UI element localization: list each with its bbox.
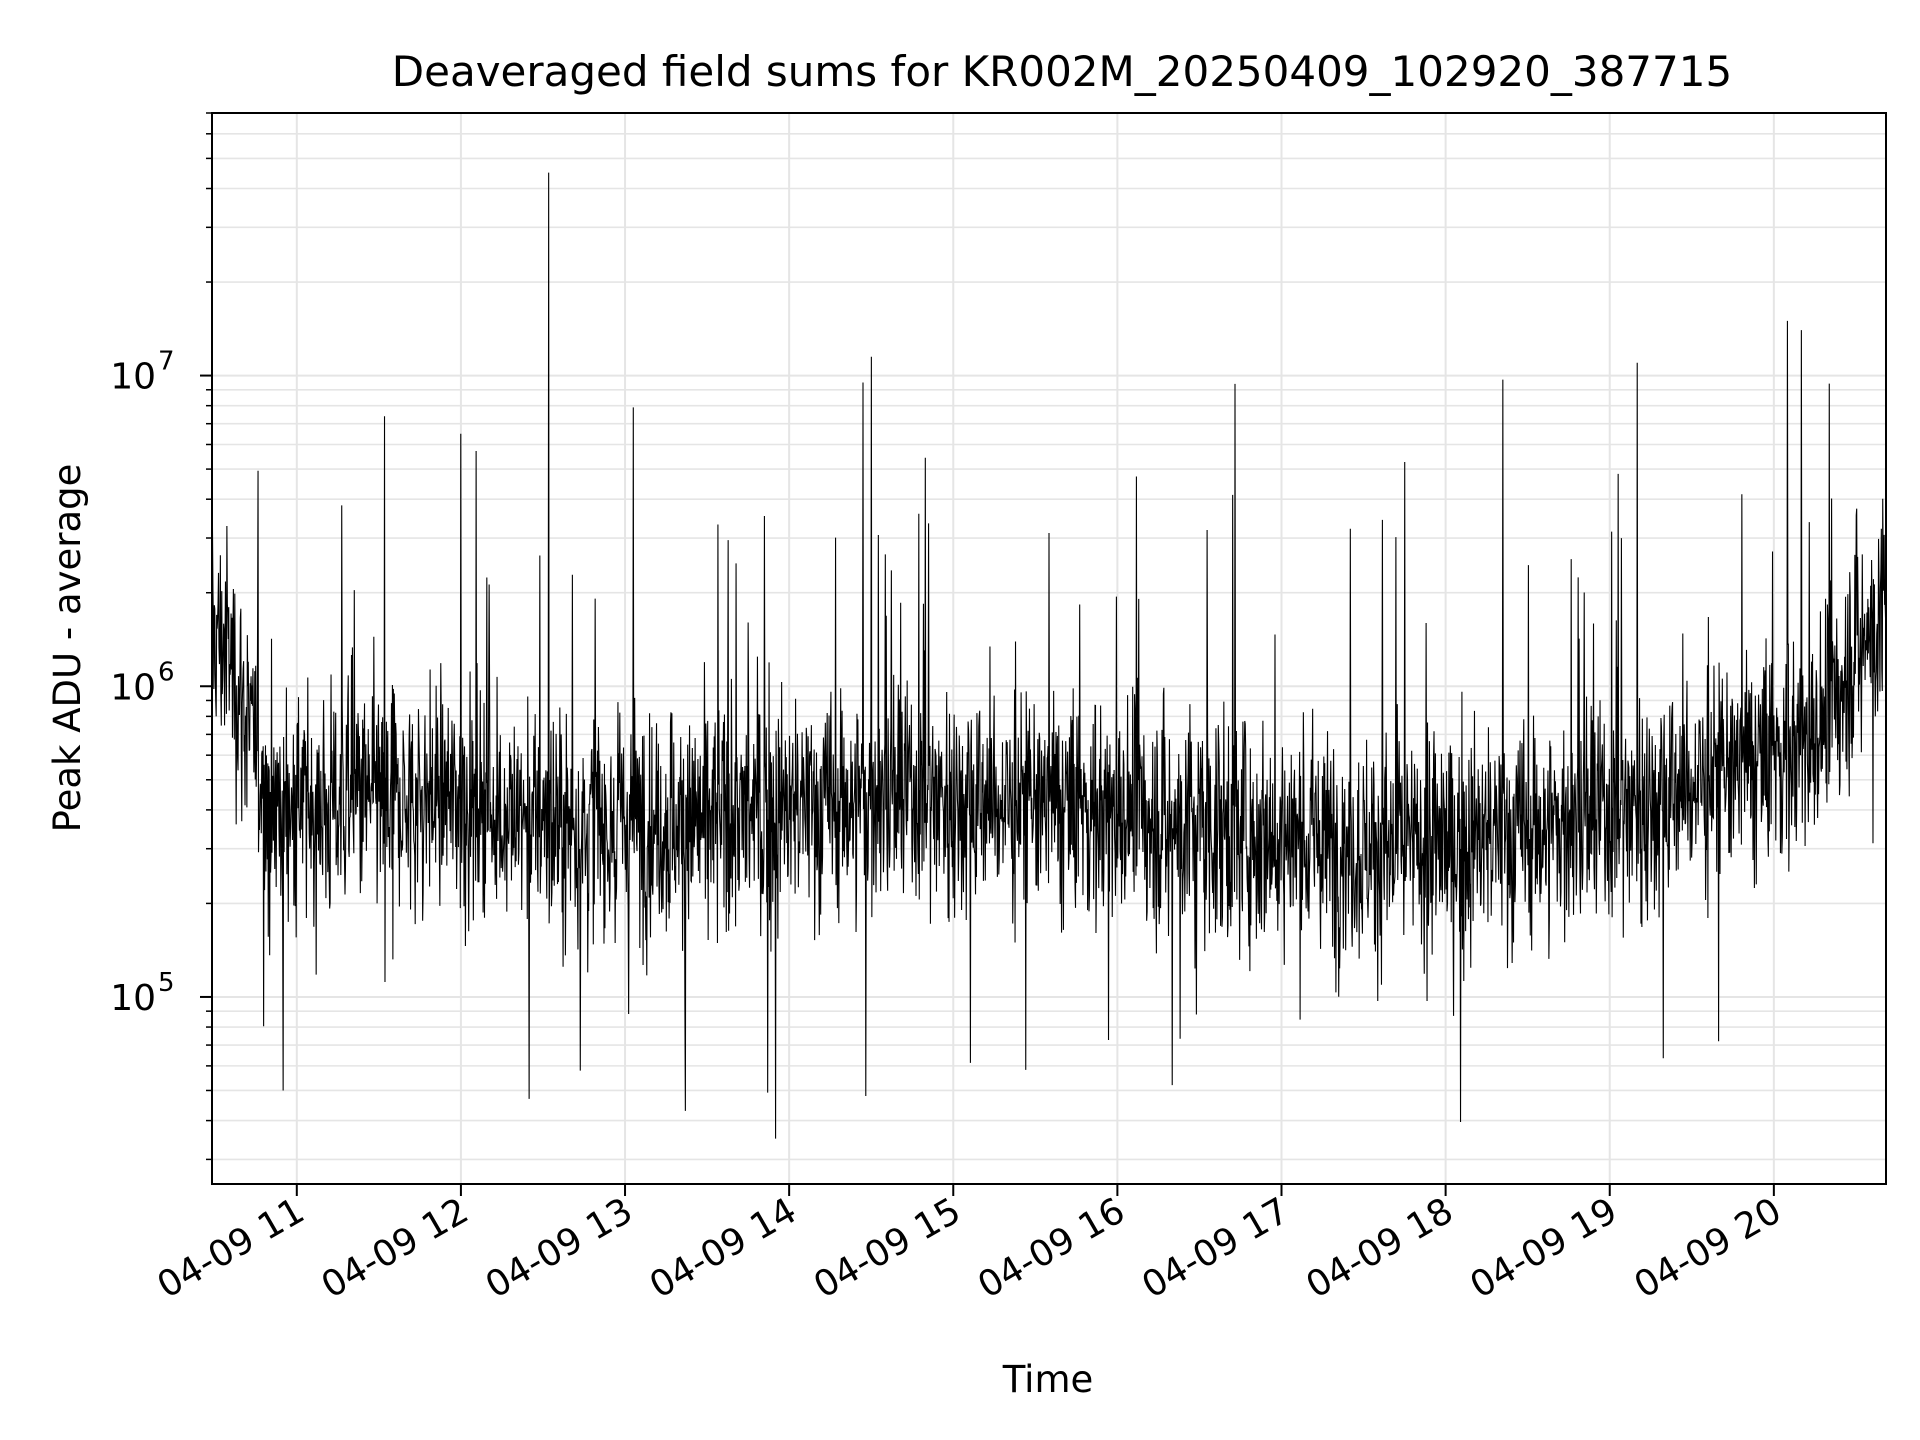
y-tick-label: 10 (110, 357, 156, 398)
x-tick-label: 04-09 20 (1628, 1190, 1789, 1306)
x-tick-label: 04-09 16 (971, 1190, 1132, 1306)
y-tick-exponent: 6 (158, 657, 175, 687)
x-tick-label: 04-09 19 (1464, 1190, 1625, 1306)
data-line (211, 172, 1887, 1139)
y-tick-label: 10 (110, 667, 156, 708)
x-tick-label: 04-09 15 (807, 1190, 968, 1306)
x-tick-label: 04-09 14 (643, 1190, 804, 1306)
y-tick-label: 10 (110, 978, 156, 1019)
x-axis-label: Time (1002, 1358, 1094, 1401)
y-tick-exponent: 7 (158, 347, 175, 377)
plot-frame (211, 112, 1887, 1185)
y-axis-label: Peak ADU - average (46, 464, 89, 833)
x-tick-label: 04-09 17 (1135, 1190, 1296, 1306)
x-tick-label: 04-09 11 (151, 1190, 312, 1306)
x-axis: 04-09 11 04-09 12 04-09 13 04-09 14 04-09 15… (151, 1184, 1789, 1307)
series-line (211, 172, 1887, 1139)
chart-title: Deaveraged field sums for KR002M_2025040… (392, 47, 1732, 96)
y-tick-exponent: 5 (158, 968, 175, 998)
x-tick-label: 04-09 18 (1299, 1190, 1460, 1306)
x-tick-label: 04-09 12 (315, 1190, 476, 1306)
x-tick-label: 04-09 13 (479, 1190, 640, 1306)
